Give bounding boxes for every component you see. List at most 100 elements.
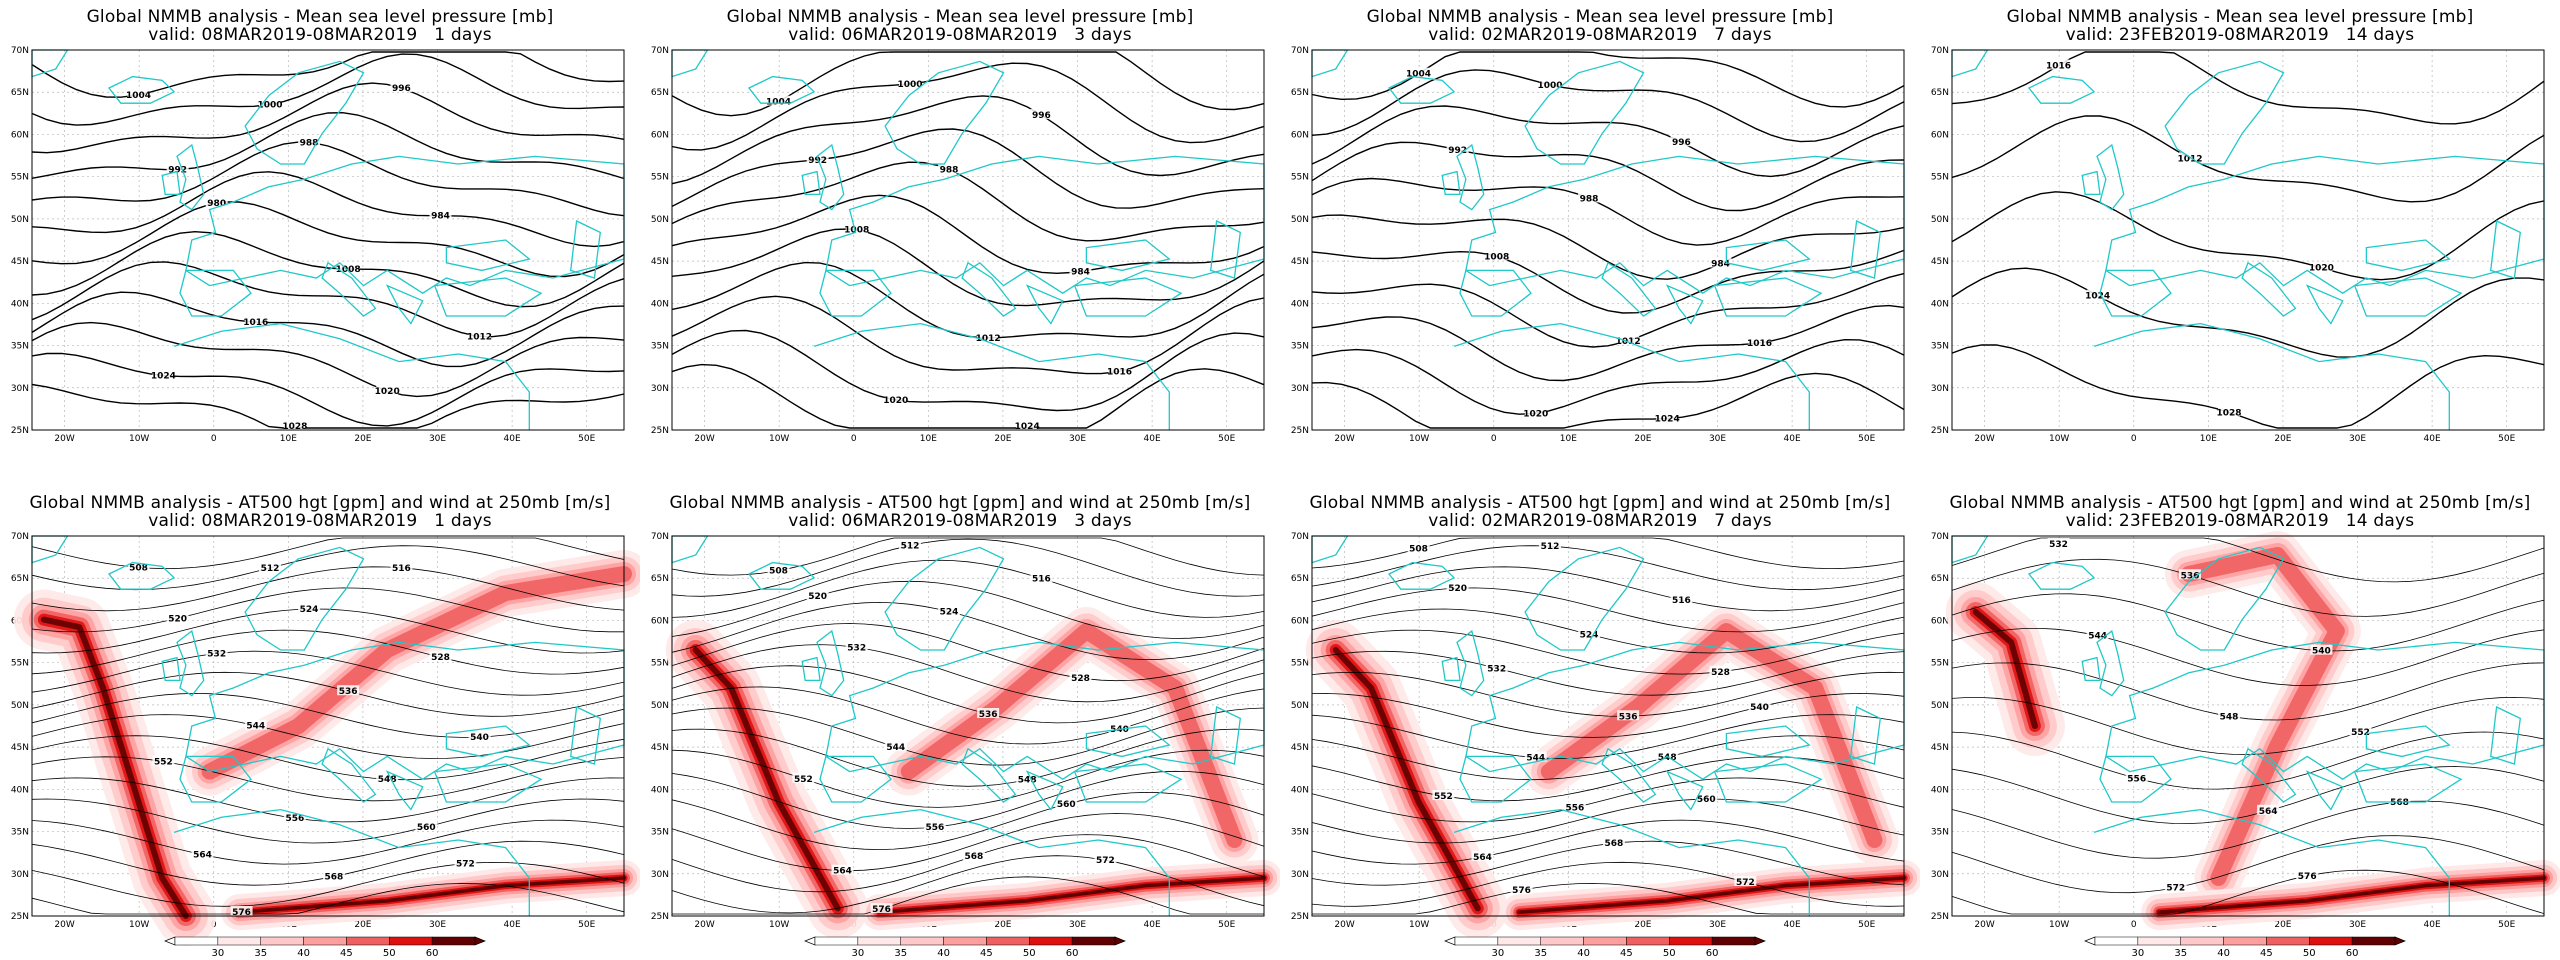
- colorbar-swatch: [1583, 936, 1627, 946]
- contour-label: 512: [261, 564, 280, 574]
- contour-label-bg: [884, 394, 907, 405]
- contour-label: 1016: [243, 318, 268, 328]
- lon-tick-label: 0: [851, 434, 857, 444]
- lon-tick-label: 30E: [1709, 434, 1726, 444]
- contour-line: [671, 329, 1265, 412]
- lon-tick-label: 50E: [2498, 920, 2515, 930]
- contour-label: 556: [2127, 774, 2146, 784]
- lat-tick-label: 65N: [11, 574, 29, 584]
- contour-label-bg: [1055, 798, 1078, 809]
- contour-label-bg: [283, 420, 306, 430]
- lon-tick-label: 40E: [2424, 434, 2441, 444]
- contour-label-bg: [845, 641, 868, 652]
- contour-label: 564: [833, 867, 852, 877]
- contour-label-bg: [390, 561, 413, 572]
- lon-tick-label: 10W: [769, 920, 789, 930]
- contour-label: 560: [1697, 795, 1716, 805]
- contour-label-bg: [1617, 334, 1640, 345]
- contour-label: 548: [1658, 753, 1677, 763]
- coastline: [1085, 239, 1171, 272]
- coastline: [1073, 763, 1183, 803]
- contour-label-bg: [244, 719, 267, 730]
- contour-label: 568: [2390, 798, 2409, 808]
- coastlines: [1951, 49, 2545, 430]
- coastline: [1387, 561, 1456, 590]
- contour-label-bg: [429, 651, 452, 662]
- lat-tick-label: 55N: [651, 173, 669, 183]
- lon-tick-label: 20W: [1974, 920, 1994, 930]
- contour-label: 576: [872, 905, 891, 915]
- colorbar-label: 40: [2217, 948, 2230, 959]
- panel-title: Global NMMB analysis - AT500 hgt [gpm] a…: [1949, 493, 2531, 513]
- contour-line: [31, 692, 625, 738]
- contour-label: 984: [1711, 259, 1730, 269]
- lat-tick-label: 35N: [1291, 828, 1309, 838]
- contour-label-bg: [1670, 593, 1693, 604]
- contour-label: 1024: [1655, 415, 1680, 425]
- coastline: [2365, 239, 2451, 272]
- contour-label: 992: [168, 166, 187, 176]
- wind-colorbar: 30 35 40 45 50 60: [2084, 936, 2406, 959]
- lon-tick-label: 20W: [54, 434, 74, 444]
- mslp-map-3: 70N 65N 60N 55N 50N 45N 40N 35N 30N 25N 20W 10W 0 10E…: [1291, 46, 1905, 444]
- lon-tick-label: 50E: [1858, 920, 1875, 930]
- coastline: [816, 629, 845, 697]
- lon-tick-label: 10W: [769, 434, 789, 444]
- colorbar-label: 60: [426, 948, 439, 959]
- lon-tick-label: 0: [2131, 920, 2137, 930]
- coastline: [2164, 60, 2285, 165]
- lat-tick-label: 65N: [1931, 574, 1949, 584]
- panel-title: Global NMMB analysis - Mean sea level pr…: [86, 7, 554, 27]
- lon-tick-label: 40E: [504, 920, 521, 930]
- lat-tick-label: 55N: [1291, 173, 1309, 183]
- contour-label: 540: [1750, 703, 1769, 713]
- coastline: [385, 770, 424, 811]
- lat-tick-label: 70N: [11, 46, 29, 56]
- coastline: [1665, 770, 1704, 811]
- lon-tick-label: 20E: [1634, 920, 1651, 930]
- lat-tick-label: 25N: [1291, 912, 1309, 922]
- lat-tick-label: 65N: [651, 88, 669, 98]
- contour-label-bg: [191, 848, 214, 859]
- colorbar-label: 35: [2174, 948, 2187, 959]
- colorbar-swatch: [814, 936, 859, 946]
- contour-label: 1024: [1015, 422, 1040, 432]
- lon-tick-label: 30E: [1069, 920, 1086, 930]
- lat-tick-label: 60N: [11, 130, 29, 140]
- contour-line: [31, 671, 625, 717]
- coastline: [801, 656, 821, 682]
- contour-label: 544: [886, 743, 905, 753]
- lat-tick-label: 35N: [1291, 342, 1309, 352]
- contour-line: [1951, 267, 2545, 358]
- contour-label: 532: [2049, 540, 2068, 550]
- contour-label: 988: [1580, 194, 1599, 204]
- coastline: [2353, 277, 2463, 317]
- lat-tick-label: 30N: [1931, 384, 1949, 394]
- lat-tick-label: 50N: [1931, 701, 1949, 711]
- coastline: [801, 170, 821, 196]
- contour-label-bg: [2310, 261, 2333, 272]
- map-border: [1951, 535, 2545, 917]
- contour-line: [671, 855, 1265, 914]
- contour-line: [31, 735, 625, 781]
- contour-line: [671, 623, 1265, 682]
- contour-label-bg: [1471, 850, 1494, 861]
- contour-label: 512: [1541, 542, 1560, 552]
- contour-label-bg: [468, 731, 491, 742]
- lon-tick-label: 10W: [129, 920, 149, 930]
- contour-label: 552: [794, 775, 813, 785]
- lat-tick-label: 55N: [11, 173, 29, 183]
- contour-label: 544: [246, 722, 265, 732]
- contour-line: [31, 714, 625, 759]
- contour-label: 528: [1071, 674, 1090, 684]
- contour-line: [671, 363, 1265, 429]
- contour-label-bg: [2086, 629, 2109, 640]
- colorbar-swatch: [1669, 936, 1713, 946]
- colorbar-swatch: [346, 936, 390, 946]
- colorbar-swatch: [2137, 936, 2181, 946]
- lat-tick-label: 45N: [1931, 257, 1949, 267]
- contour-label: 564: [2259, 807, 2278, 817]
- panel-subtitle: valid: 02MAR2019-08MAR2019 7 days: [1428, 25, 1772, 45]
- contour-label-bg: [1709, 257, 1732, 268]
- contour-line: [1951, 835, 2545, 894]
